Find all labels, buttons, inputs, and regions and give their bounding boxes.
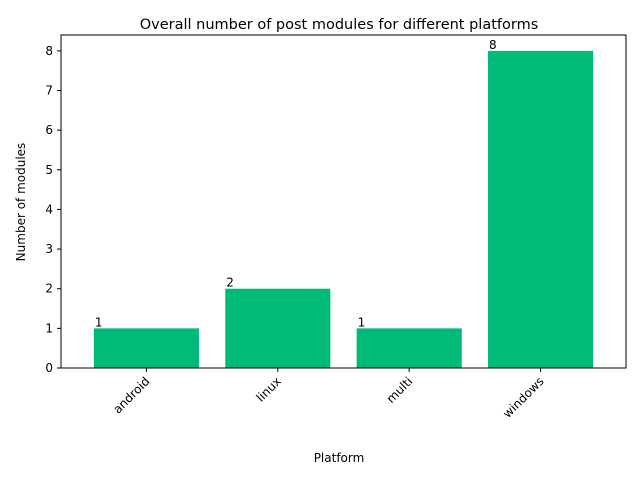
- y-tick-label: 7: [45, 84, 53, 98]
- data-label-multi: 1: [358, 315, 366, 329]
- y-tick-label: 6: [45, 123, 53, 137]
- data-label-linux: 2: [226, 276, 234, 290]
- plot-area: 1 2 1 8 0 1 2 3 4 5 6 7 8 android linux multi windows: [45, 34, 627, 421]
- y-axis-label: Number of modules: [14, 143, 28, 262]
- data-label-android: 1: [95, 315, 103, 329]
- y-tick-label: 4: [45, 202, 53, 216]
- x-tick-label-linux: linux: [254, 374, 284, 404]
- y-tick-label: 3: [45, 242, 53, 256]
- x-tick-label-multi: multi: [384, 374, 416, 406]
- x-tick-label-android: android: [110, 374, 152, 416]
- x-axis-label: Platform: [314, 451, 365, 465]
- y-tick-label: 1: [45, 321, 53, 335]
- axes-frame: [60, 34, 627, 369]
- chart-title: Overall number of post modules for diffe…: [140, 17, 539, 33]
- bar-windows: [488, 50, 594, 368]
- bar-android: [93, 328, 199, 368]
- x-tick-label-windows: windows: [500, 374, 547, 421]
- y-tick-label: 8: [45, 44, 53, 58]
- bar-multi: [356, 328, 462, 368]
- y-tick-label: 0: [45, 361, 53, 375]
- bar-linux: [225, 288, 331, 368]
- data-label-windows: 8: [489, 38, 497, 52]
- y-tick-label: 5: [45, 163, 53, 177]
- y-tick-label: 2: [45, 282, 53, 296]
